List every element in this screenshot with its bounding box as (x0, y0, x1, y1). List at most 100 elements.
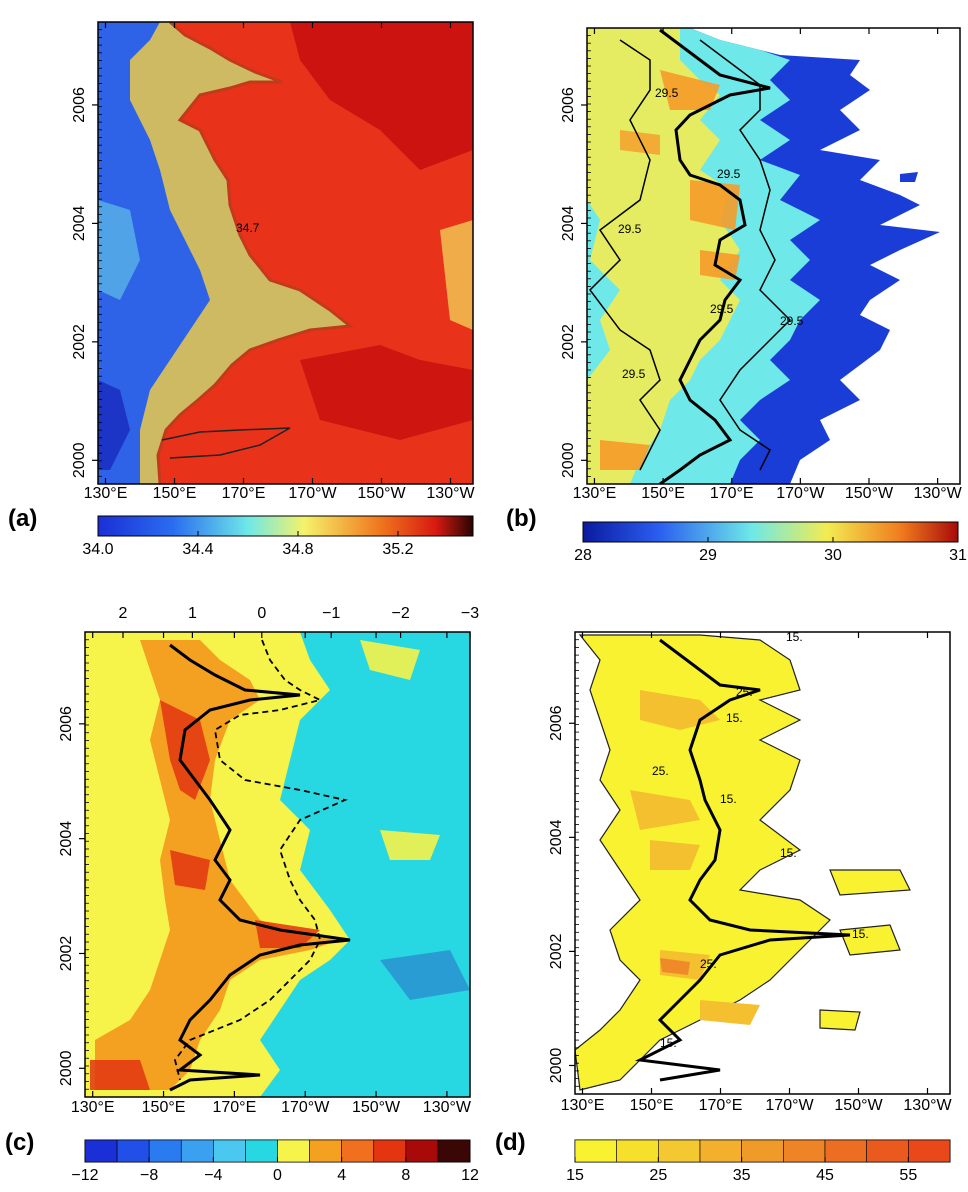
panel-d-y-axis: 2000 2002 2004 2006 (548, 631, 579, 1095)
panel-c-colorbar-steps (84, 1139, 471, 1163)
panel-d-letter: (d) (495, 1129, 526, 1156)
colorbar-tick-label: 34.0 (82, 541, 113, 558)
top-axis-tick-label: −1 (322, 605, 340, 622)
x-tick-label: 150°E (153, 485, 197, 502)
y-tick-label: 2002 (548, 934, 565, 970)
panel-b-contour-label: 29.5 (717, 167, 741, 181)
x-tick-label: 170°W (776, 485, 825, 502)
panel-d-contour-label: 25. (700, 957, 717, 971)
colorbar-tick-label: −12 (71, 1167, 98, 1184)
x-tick-label: 150°W (357, 485, 406, 502)
y-tick-label: 2006 (548, 705, 565, 741)
x-tick-label: 130°W (426, 485, 475, 502)
colorbar-tick-label: 0 (273, 1167, 282, 1184)
panel-d: 15. 25. 15. 25. 15. 15. 25. 15. 15. 2000… (495, 630, 952, 1184)
y-tick-label: 2006 (71, 87, 88, 123)
colorbar-tick-label: 55 (899, 1167, 917, 1184)
panel-a: 34.7 2000 2002 2004 2006 130°E 150°E 170°E 170… (8, 21, 475, 558)
panel-d-x-axis: 130°E 150°E 170°E 170°W 150°W 130°W (561, 632, 952, 1114)
colorbar-tick-label: 15 (566, 1167, 584, 1184)
colorbar-tick-label: 4 (337, 1167, 346, 1184)
panel-a-contour-label: 34.7 (236, 221, 260, 235)
colorbar-tick-label: 45 (816, 1167, 834, 1184)
x-tick-label: 150°W (834, 1097, 883, 1114)
panel-d-contour-label: 15. (786, 630, 803, 644)
x-tick-label: 170°W (765, 1097, 814, 1114)
panel-d-contour-label: 15. (780, 846, 797, 860)
panel-d-contour-label: 25. (652, 764, 669, 778)
x-tick-label: 170°E (710, 485, 754, 502)
panel-d-field (575, 632, 950, 1094)
x-tick-label: 150°W (845, 485, 894, 502)
colorbar-tick-label: 25 (649, 1167, 667, 1184)
panel-c-letter: (c) (5, 1129, 34, 1156)
panel-a-colorbar-ticks: 34.0 34.4 34.8 35.2 (82, 531, 414, 558)
colorbar-tick-label: 35.2 (382, 541, 413, 558)
panel-a-contour (156, 22, 354, 484)
x-tick-label: 170°E (699, 1097, 743, 1114)
panel-a-x-axis: 130°E 150°E 170°E 170°W 150°W 130°W (84, 22, 475, 502)
panel-d-colorbar-steps (574, 1139, 951, 1163)
y-tick-label: 2004 (58, 821, 75, 857)
top-axis-tick-label: −2 (391, 605, 409, 622)
colorbar-tick-label: 31 (949, 547, 967, 564)
panel-b-field (587, 28, 940, 484)
colorbar-tick-label: 30 (824, 547, 842, 564)
panel-b-letter: (b) (506, 505, 537, 532)
panel-b-colorbar-ticks: 28 29 30 31 (574, 537, 967, 564)
panel-a-field (98, 22, 473, 484)
colorbar-tick-label: 34.8 (282, 541, 313, 558)
x-tick-label: 150°W (352, 1099, 401, 1116)
y-tick-label: 2006 (560, 87, 577, 123)
panel-d-shaded-region (575, 634, 831, 1091)
panel-b-contour-label: 29.5 (780, 314, 804, 328)
y-tick-label: 2004 (560, 206, 577, 242)
x-tick-label: 130°E (573, 485, 617, 502)
panel-b-y-axis: 2000 2002 2004 2006 (560, 27, 591, 485)
panel-b-contour-label: 29.5 (618, 222, 642, 236)
panel-d-main-line (634, 638, 851, 1082)
top-axis-tick-label: 0 (257, 605, 266, 622)
panel-b-contour-labels: 29.5 29.5 29.5 29.5 29.5 29.5 (618, 86, 804, 381)
panel-c-y-axis: 2000 2002 2004 2006 (58, 631, 89, 1098)
panel-a-y-axis: 2000 2002 2004 2006 (71, 21, 102, 485)
colorbar-tick-label: −8 (140, 1167, 158, 1184)
panel-a-colorbar (97, 515, 474, 537)
y-tick-label: 2002 (560, 324, 577, 360)
panel-c-colorbar-ticks: −12 −8 −4 0 4 8 12 (71, 1157, 479, 1184)
y-tick-label: 2006 (58, 706, 75, 742)
x-tick-label: 150°E (630, 1097, 674, 1114)
panel-d-contour-label: 15. (660, 1036, 677, 1050)
panel-b: 29.5 29.5 29.5 29.5 29.5 29.5 2000200220… (506, 27, 967, 564)
panel-c-field (85, 632, 470, 1097)
colorbar-tick-label: 35 (733, 1167, 751, 1184)
colorbar-tick-label: 29 (699, 547, 717, 564)
y-tick-label: 2000 (58, 1050, 75, 1086)
y-tick-label: 2004 (548, 819, 565, 855)
x-tick-label: 170°E (222, 485, 266, 502)
y-tick-label: 2000 (548, 1048, 565, 1084)
x-tick-label: 170°W (288, 485, 337, 502)
top-axis-tick-label: 2 (119, 605, 128, 622)
y-tick-label: 2002 (58, 936, 75, 972)
x-tick-label: 170°E (212, 1099, 256, 1116)
x-tick-label: 130°W (423, 1099, 472, 1116)
panel-d-contour-labels: 15. 25. 15. 25. 15. 15. 25. 15. 15. (652, 630, 869, 1050)
x-tick-label: 130°W (903, 1097, 952, 1114)
y-tick-label: 2000 (560, 442, 577, 478)
colorbar-tick-label: −4 (204, 1167, 222, 1184)
y-tick-label: 2004 (71, 205, 88, 241)
panel-a-letter: (a) (8, 505, 37, 532)
y-tick-label: 2000 (71, 442, 88, 478)
top-axis-tick-label: −3 (461, 605, 479, 622)
colorbar-tick-label: 34.4 (182, 541, 213, 558)
x-tick-label: 130°E (84, 485, 128, 502)
colorbar-tick-label: 12 (461, 1167, 479, 1184)
y-tick-label: 2002 (71, 324, 88, 360)
panel-c-dashed-line (174, 639, 348, 1081)
panel-b-contour-label: 29.5 (655, 86, 679, 100)
colorbar-tick-label: 8 (401, 1167, 410, 1184)
x-tick-label: 130°E (561, 1097, 605, 1114)
panel-d-contour-label: 15. (852, 927, 869, 941)
